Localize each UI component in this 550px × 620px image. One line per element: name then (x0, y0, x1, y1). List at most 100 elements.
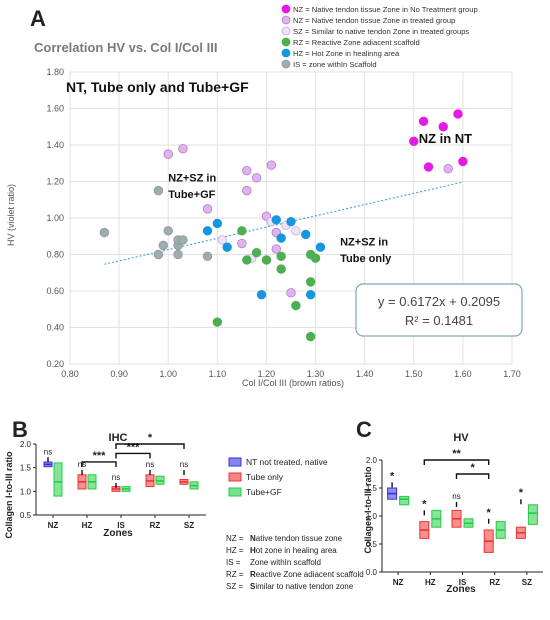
significance-label: ns (452, 492, 460, 501)
scatter-point-series-3 (242, 255, 252, 265)
significance-bracket (81, 461, 117, 467)
box-nz-series-2 (53, 462, 63, 497)
scatter-point-series-4 (271, 215, 281, 225)
scatter-points (99, 109, 468, 342)
y-tick-label: 1.80 (46, 67, 64, 77)
y-tick-label: 1.5 (20, 464, 32, 473)
zone-key-description: Native tendon tissue zone (250, 534, 343, 543)
x-tick-label: 1.30 (307, 369, 325, 379)
panel-a-label: A (30, 6, 46, 31)
zone-key-abbr: IS = (226, 558, 241, 567)
y-tick-label: 0.5 (20, 511, 32, 520)
scatter-point-series-1 (202, 204, 213, 214)
trendline (104, 181, 464, 265)
hv-chart: 0.00.51.01.52.0NZ HZ IS RZ SZ**ns***** (366, 448, 543, 587)
y-tick-label: 0.80 (46, 250, 64, 260)
box-sz-series-2 (527, 504, 538, 525)
scatter-point-series-0 (423, 162, 434, 172)
scatter-point-series-0 (409, 136, 419, 147)
scatter-point-series-4 (301, 229, 311, 240)
scatter-annotation: Tube only (340, 253, 392, 265)
y-tick-label: 0.40 (46, 323, 64, 333)
scatter-point-series-4 (286, 216, 296, 227)
significance-label: ns (146, 460, 154, 469)
y-tick-label: 0.60 (46, 286, 64, 296)
legend-marker (281, 4, 291, 14)
x-tick-label: 0.80 (61, 369, 79, 379)
scatter-point-series-4 (212, 218, 223, 229)
scatter-annotation: NZ+SZ in (168, 173, 216, 185)
legend-marker (281, 37, 291, 47)
scatter-point-series-0 (458, 156, 468, 167)
ihc-ylabel: Collagen I-to-III ratio (4, 451, 14, 539)
scatter-annotation: NZ in NT (419, 131, 472, 146)
zone-key-description: Zone withIn scaffold (250, 558, 321, 567)
y-tick-label: 1.00 (46, 213, 64, 223)
significance-label: * (148, 432, 153, 444)
scatter-point-series-1 (266, 160, 277, 170)
zone-key-abbr: NZ = (226, 534, 244, 543)
panel-c-label: C (356, 417, 372, 442)
legend-label: Tube+GF (246, 487, 282, 497)
y-tick-label: 1.0 (20, 487, 32, 496)
scatter-point-series-5 (153, 185, 164, 196)
scatter-point-series-4 (222, 242, 232, 252)
scatter-point-series-1 (178, 143, 188, 154)
scatter-point-series-3 (310, 253, 321, 263)
scatter-point-series-5 (99, 227, 110, 238)
significance-bracket (423, 459, 490, 465)
legend-swatch (228, 472, 242, 482)
scatter-point-series-1 (237, 238, 247, 249)
zone-key-abbr: SZ = (226, 582, 243, 591)
y-tick-label: 2.0 (20, 440, 32, 449)
x-tick-label: HZ (82, 521, 93, 530)
legend-marker (281, 59, 291, 69)
significance-label: * (519, 487, 524, 499)
x-tick-label: 0.90 (110, 369, 128, 379)
legend-label: NZ = Native tendon tissue Zone in No Tre… (293, 5, 478, 14)
equation-line-2: R² = 0.1481 (405, 313, 473, 328)
scatter-legend: NZ = Native tendon tissue Zone in No Tre… (281, 4, 478, 69)
legend-swatch (228, 457, 242, 467)
scatter-point-series-3 (305, 331, 316, 342)
x-tick-label: IS (117, 521, 125, 530)
scatter-point-series-3 (251, 247, 262, 258)
box-nz-series-2 (399, 495, 410, 506)
legend-marker (281, 26, 291, 36)
significance-label: *** (93, 450, 107, 462)
scatter-axes: 0.20 0.40 0.60 0.80 1.00 1.20 1.40 1.60 1.80 0.80… (46, 67, 520, 379)
scatter-point-series-2 (217, 235, 227, 245)
scatter-point-series-1 (271, 244, 281, 254)
equation-line-1: y = 0.6172x + 0.2095 (378, 294, 500, 309)
scatter-point-series-1 (242, 165, 252, 176)
scatter-point-series-1 (251, 173, 262, 183)
significance-label: ns (44, 447, 52, 456)
x-tick-label: 1.50 (405, 369, 423, 379)
x-tick-label: 1.70 (503, 369, 521, 379)
scatter-point-series-1 (286, 288, 296, 298)
scatter-point-series-4 (315, 242, 326, 252)
zone-key-description: Similar to native tendon zone (250, 582, 354, 591)
x-tick-label: HZ (425, 578, 436, 587)
scatter-point-series-4 (256, 289, 267, 300)
scatter-point-series-5 (158, 240, 169, 251)
x-tick-label: 1.00 (159, 369, 177, 379)
legend-label: SZ = Similar to native tendon Zone in tr… (293, 27, 469, 36)
x-tick-label: 1.40 (356, 369, 374, 379)
scatter-subtitle: NT, Tube only and Tube+GF (66, 79, 249, 95)
significance-label: * (470, 462, 475, 474)
scatter-point-series-5 (178, 235, 188, 245)
scatter-annotation: Tube+GF (168, 189, 215, 201)
scatter-point-series-3 (305, 277, 316, 287)
significance-label: ** (452, 448, 461, 460)
scatter-point-series-5 (163, 226, 173, 236)
x-tick-label: NZ (48, 521, 59, 530)
scatter-annotations: NZ in NT NZ+SZ in Tube+GF NZ+SZ in Tube only (168, 131, 472, 265)
scatter-point-series-1 (443, 164, 453, 174)
ihc-title: IHC (109, 432, 128, 444)
zone-key-description: Reactive Zone adiacent scaffold (250, 570, 364, 579)
legend-marker (281, 48, 291, 58)
scatter-point-series-5 (202, 251, 213, 262)
y-tick-label: 0.20 (46, 359, 64, 369)
